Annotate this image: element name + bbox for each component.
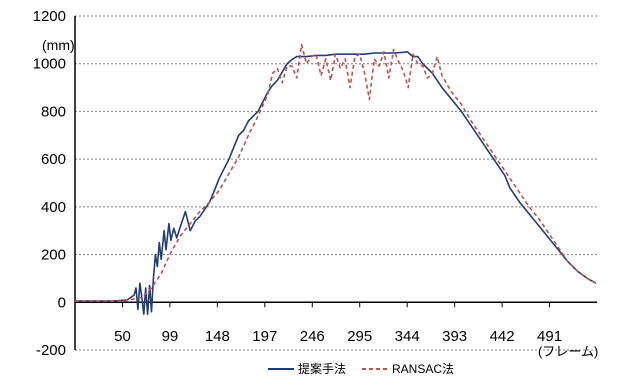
y-tick-label: 400 [41,199,66,216]
series-line-0 [75,50,597,316]
y-tick-label: 1000 [33,56,66,73]
x-tick-label: 393 [442,328,467,345]
y-tick-label: 600 [41,151,66,168]
x-tick-label: 344 [395,328,420,345]
y-tick-labels: -200 0 200 400 600 800 1000 1200 [33,8,66,359]
x-tick-label: 246 [300,328,325,345]
y-tick-label: 1200 [33,8,66,25]
x-tick-label: 491 [537,328,562,345]
x-tick-label: 442 [490,328,515,345]
x-tick-labels: 50 99 148 197 246 295 344 393 442 491 [114,328,562,345]
series-lines [75,43,597,316]
x-tick-label: 50 [114,328,131,345]
legend-label-ransac: RANSAC法 [392,362,454,376]
grid-lines [75,15,597,351]
axes [74,16,597,350]
x-unit-label: (フレーム) [538,344,598,359]
x-tick-label: 295 [347,328,372,345]
y-tick-label: 200 [41,247,66,264]
y-unit-label: (mm) [42,37,75,53]
x-tick-label: 197 [252,328,277,345]
series-line-1 [75,43,597,302]
y-tick-label: 800 [41,103,66,120]
x-tick-label: 148 [205,328,230,345]
legend-label-proposed: 提案手法 [298,361,346,376]
y-tick-label: 0 [58,294,66,311]
x-tick-label: 99 [162,328,179,345]
y-tick-label: -200 [36,342,66,359]
legend: 提案手法 RANSAC法 [268,361,454,376]
